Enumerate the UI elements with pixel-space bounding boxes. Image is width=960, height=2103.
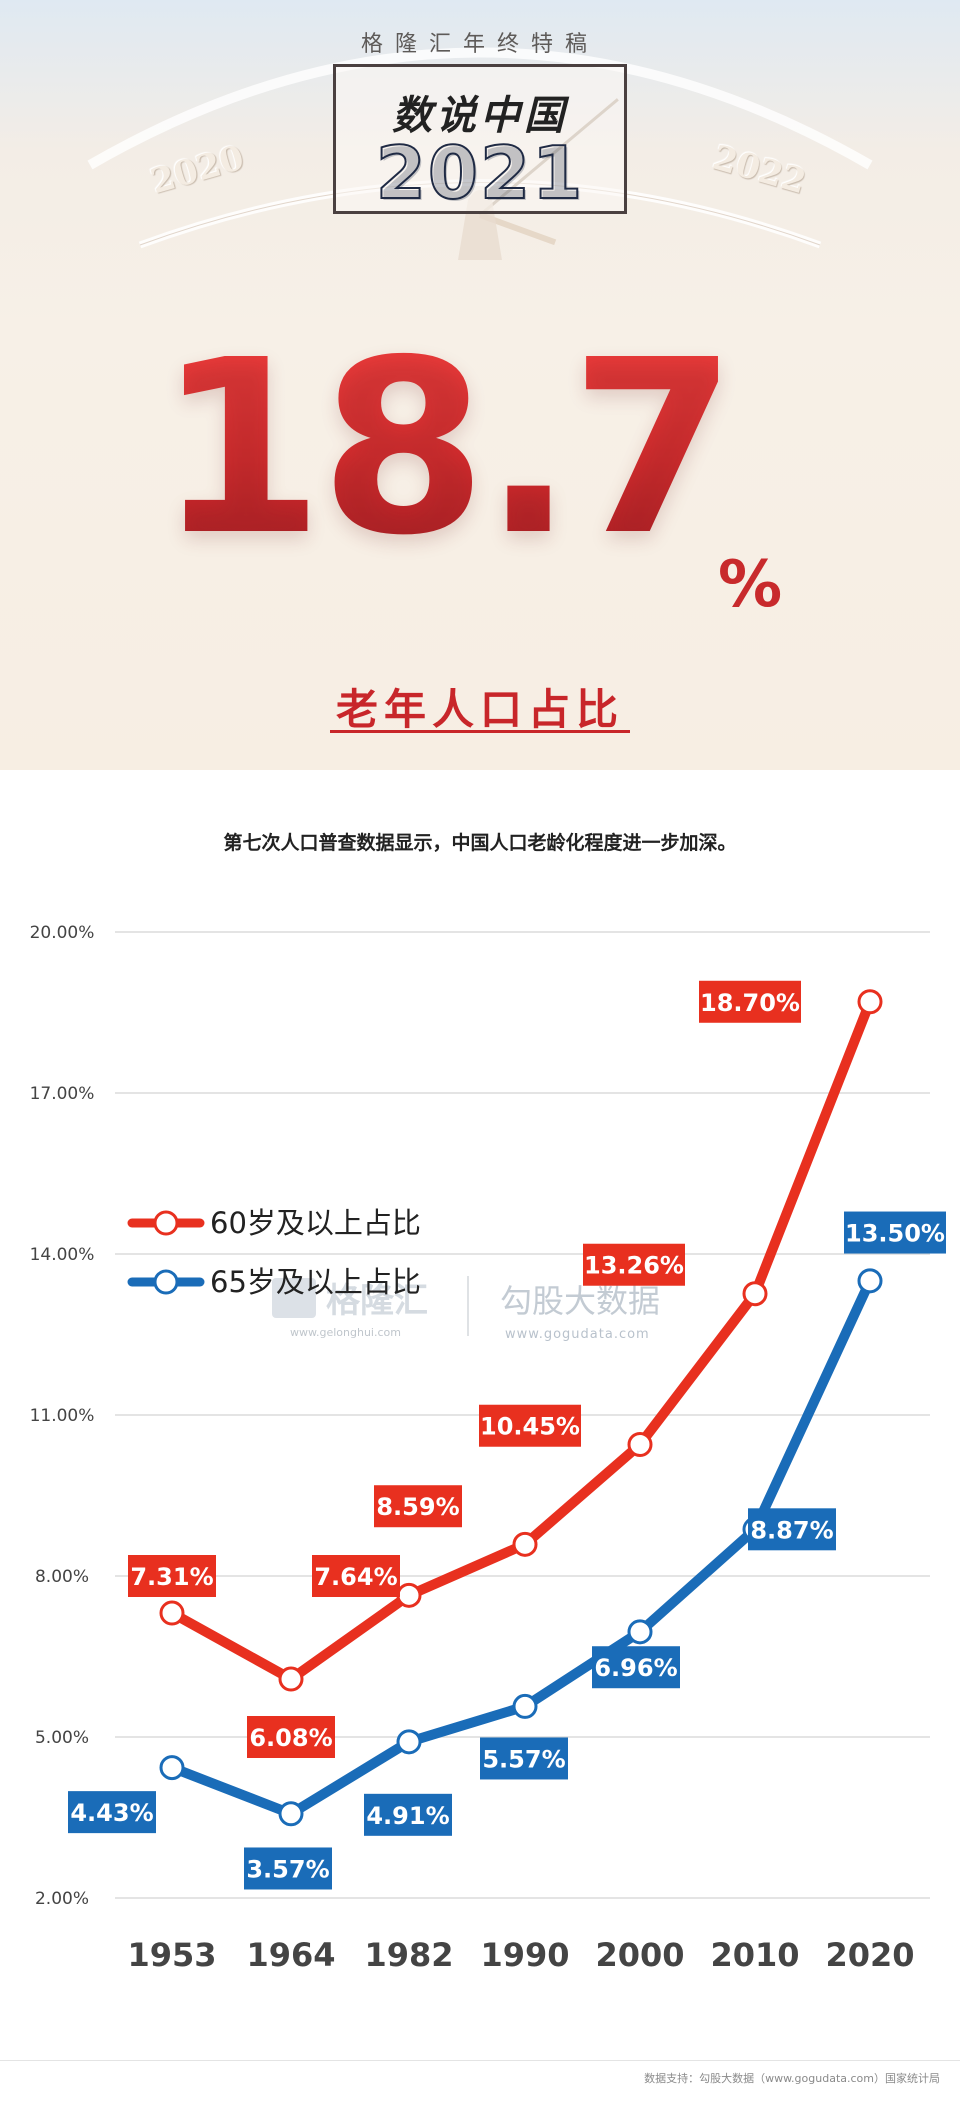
- y-tick-label: 2.00%: [35, 1889, 89, 1909]
- x-tick-label: 1982: [364, 1936, 453, 1974]
- blue-data-label-box: [748, 1508, 836, 1551]
- blue-data-label-box: [480, 1737, 568, 1780]
- footer-divider: [0, 2060, 960, 2061]
- red-data-label: 8.59%: [376, 1493, 459, 1521]
- watermark-logo-url: www.gelonghui.com: [290, 1326, 401, 1339]
- data-point: [512, 1531, 538, 1557]
- blue-data-label-box: [244, 1847, 332, 1890]
- y-tick-label: 11.00%: [30, 1406, 95, 1426]
- data-point: [627, 1432, 653, 1458]
- blue-data-label: 4.91%: [366, 1802, 449, 1830]
- x-tick-label: 1964: [246, 1936, 335, 1974]
- blue-data-label-box: [844, 1211, 946, 1254]
- y-tick-label: 5.00%: [35, 1728, 89, 1748]
- blue-data-label: 5.57%: [482, 1745, 565, 1773]
- x-tick-label: 2010: [710, 1936, 799, 1974]
- header-banner: 格隆汇年终特稿 2020 2022 数说中国 2021 18.7 % 老年人口占…: [0, 0, 960, 770]
- legend-label: 60岁及以上占比: [210, 1206, 421, 1240]
- headline-unit: %: [718, 548, 783, 622]
- data-point: [396, 1582, 422, 1608]
- red-data-label: 13.26%: [584, 1252, 684, 1280]
- blue-data-label: 6.96%: [594, 1654, 677, 1682]
- data-point: [742, 1281, 768, 1307]
- y-tick-label: 17.00%: [30, 1084, 95, 1104]
- headline-value: 18.7: [0, 328, 960, 568]
- red-data-label-box: [247, 1716, 335, 1758]
- line-chart: 2.00% 5.00% 8.00% 11.00% 14.00% 17.00% 20.00% 1…: [30, 923, 946, 1974]
- chart-caption: 第七次人口普查数据显示，中国人口老龄化程度进一步加深。: [223, 832, 737, 854]
- blue-data-label-box: [68, 1791, 156, 1834]
- x-tick-label: 1953: [127, 1936, 216, 1974]
- blue-data-label-box: [592, 1646, 680, 1689]
- red-data-label-box: [699, 980, 801, 1023]
- blue-data-label: 13.50%: [845, 1220, 945, 1248]
- blue-data-label-box: [364, 1793, 452, 1836]
- red-data-label-box: [583, 1243, 685, 1286]
- watermark-brand: 勾股大数据: [500, 1282, 660, 1320]
- title-frame: 数说中国 2021: [333, 64, 627, 216]
- watermark-logo-icon: [272, 1278, 316, 1318]
- data-point: [857, 989, 883, 1015]
- headline-label: 老年人口占比: [335, 685, 624, 734]
- legend-label: 65岁及以上占比: [210, 1265, 421, 1299]
- legend-marker: [153, 1269, 179, 1295]
- data-point: [627, 1619, 653, 1645]
- blue-data-label: 8.87%: [750, 1516, 833, 1544]
- data-point: [159, 1755, 185, 1781]
- watermark-logo-text: 格隆汇: [326, 1281, 428, 1321]
- data-point: [857, 1268, 883, 1294]
- headline-number: 18.7: [156, 308, 737, 588]
- x-tick-label: 1990: [480, 1936, 569, 1974]
- watermark-brand-url: www.gogudata.com: [505, 1327, 650, 1342]
- headline-underline: [330, 730, 630, 733]
- y-tick-label: 14.00%: [30, 1245, 95, 1265]
- y-tick-label: 8.00%: [35, 1567, 89, 1587]
- title-cn: 数说中国: [392, 92, 568, 139]
- red-data-label: 7.31%: [130, 1563, 213, 1591]
- data-point: [159, 1600, 185, 1626]
- x-tick-label: 2020: [825, 1936, 914, 1974]
- red-data-label-box: [312, 1555, 400, 1597]
- red-data-label: 18.70%: [700, 989, 800, 1017]
- blue-data-label: 4.43%: [70, 1799, 153, 1827]
- red-data-label-box: [479, 1404, 581, 1447]
- red-data-label: 10.45%: [480, 1413, 580, 1441]
- data-point: [512, 1693, 538, 1719]
- legend-marker: [153, 1210, 179, 1236]
- footer-source: 数据支持：勾股大数据（www.gogudata.com）国家统计局: [644, 2072, 940, 2085]
- x-tick-label: 2000: [595, 1936, 684, 1974]
- title-year: 2021: [375, 130, 585, 216]
- red-data-label: 6.08%: [249, 1724, 332, 1752]
- y-tick-label: 20.00%: [30, 923, 95, 943]
- red-data-label: 7.64%: [314, 1563, 397, 1591]
- data-point: [396, 1729, 422, 1755]
- data-point: [278, 1666, 304, 1692]
- blue-data-label: 3.57%: [246, 1855, 329, 1883]
- red-data-label-box: [128, 1555, 216, 1597]
- data-point: [278, 1801, 304, 1827]
- series-name: 格隆汇年终特稿: [360, 32, 599, 57]
- red-data-label-box: [374, 1485, 462, 1528]
